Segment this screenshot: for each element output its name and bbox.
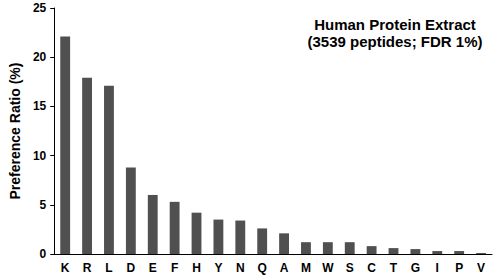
svg-text:T: T <box>390 261 398 275</box>
svg-text:S: S <box>346 261 354 275</box>
svg-text:Q: Q <box>258 261 267 275</box>
svg-text:(3539 peptides; FDR 1%): (3539 peptides; FDR 1%) <box>307 33 482 50</box>
svg-text:15: 15 <box>33 99 47 113</box>
svg-text:5: 5 <box>40 198 47 212</box>
svg-text:I: I <box>436 261 439 275</box>
svg-text:V: V <box>477 261 485 275</box>
svg-text:25: 25 <box>33 1 47 15</box>
svg-text:M: M <box>301 261 311 275</box>
svg-text:10: 10 <box>33 149 47 163</box>
svg-text:L: L <box>105 261 112 275</box>
svg-text:Human Protein Extract: Human Protein Extract <box>314 16 476 33</box>
svg-text:D: D <box>127 261 136 275</box>
svg-text:P: P <box>455 261 463 275</box>
svg-text:Preference Ratio (%): Preference Ratio (%) <box>7 63 23 200</box>
svg-text:E: E <box>149 261 157 275</box>
svg-text:Y: Y <box>214 261 222 275</box>
svg-text:20: 20 <box>33 50 47 64</box>
svg-text:H: H <box>192 261 201 275</box>
svg-text:A: A <box>280 261 289 275</box>
svg-text:0: 0 <box>40 247 47 261</box>
svg-text:R: R <box>83 261 92 275</box>
svg-text:K: K <box>61 261 70 275</box>
svg-text:F: F <box>171 261 178 275</box>
svg-text:G: G <box>411 261 420 275</box>
svg-text:W: W <box>322 261 334 275</box>
svg-text:N: N <box>236 261 245 275</box>
svg-text:C: C <box>367 261 376 275</box>
